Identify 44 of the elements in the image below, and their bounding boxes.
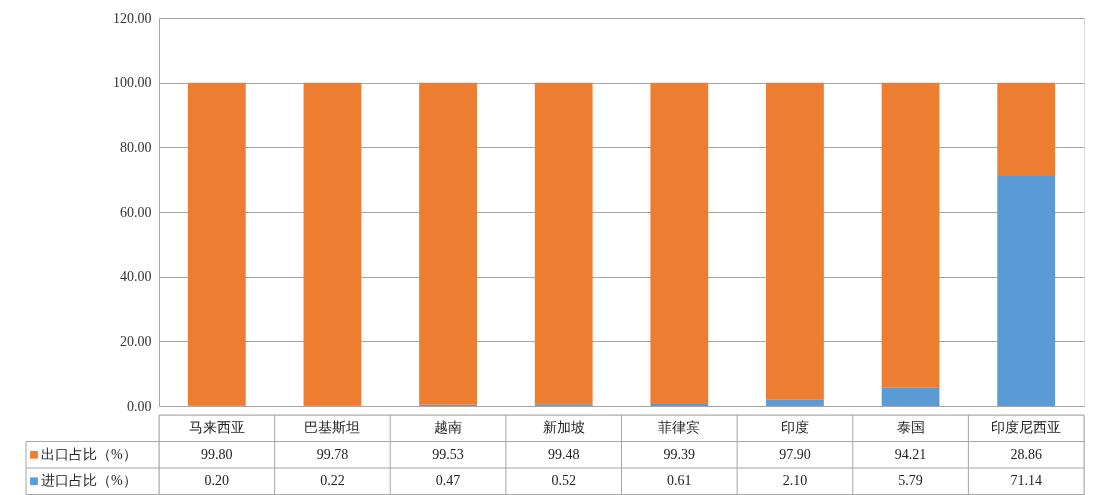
- data-label: 2.10: [782, 473, 808, 489]
- bar: [997, 82, 1056, 176]
- bar: [766, 399, 824, 406]
- y-tick-label: 80.00: [120, 139, 152, 155]
- data-label: 71.14: [1010, 473, 1042, 489]
- data-label: 5.79: [898, 473, 923, 489]
- data-label: 0.61: [667, 473, 692, 489]
- x-tick-label: 越南: [434, 420, 463, 436]
- data-label: 94.21: [894, 446, 927, 462]
- x-tick-label: 巴基斯坦: [304, 420, 361, 436]
- y-tick-label: 20.00: [120, 333, 152, 349]
- bar: [881, 387, 940, 406]
- data-label: 0.20: [204, 473, 230, 489]
- bar: [419, 82, 477, 405]
- legend-label: 进口占比（%）: [41, 473, 137, 489]
- bar: [881, 82, 940, 388]
- y-tick-label: 60.00: [120, 204, 152, 220]
- bar: [997, 175, 1056, 406]
- x-tick-label: 泰国: [896, 420, 925, 436]
- data-label: 99.48: [547, 446, 580, 462]
- legend-label: 出口占比（%）: [41, 446, 137, 462]
- x-tick-label: 菲律宾: [658, 420, 701, 436]
- x-tick-label: 新加坡: [542, 420, 585, 436]
- bar: [534, 82, 593, 405]
- data-label: 99.39: [663, 446, 696, 462]
- y-tick-label: 0.00: [127, 398, 152, 414]
- data-label: 0.52: [551, 473, 576, 489]
- data-label: 97.90: [779, 446, 811, 462]
- y-tick-label: 40.00: [120, 269, 152, 285]
- y-tick-label: 100.00: [113, 75, 152, 91]
- bar: [187, 82, 246, 406]
- x-tick-label: 印度: [780, 420, 809, 436]
- data-label: 99.78: [316, 446, 349, 462]
- data-label: 28.86: [1010, 446, 1042, 462]
- y-tick-label: 120.00: [113, 10, 152, 26]
- data-label: 99.53: [432, 446, 464, 462]
- bar: [766, 82, 824, 400]
- bar: [303, 82, 362, 406]
- data-label: 0.22: [320, 473, 345, 489]
- bar: [650, 82, 709, 405]
- data-label: 99.80: [201, 446, 233, 462]
- x-tick-label: 马来西亚: [188, 420, 245, 436]
- data-label: 0.47: [435, 473, 461, 489]
- x-tick-label: 印度尼西亚: [991, 420, 1062, 436]
